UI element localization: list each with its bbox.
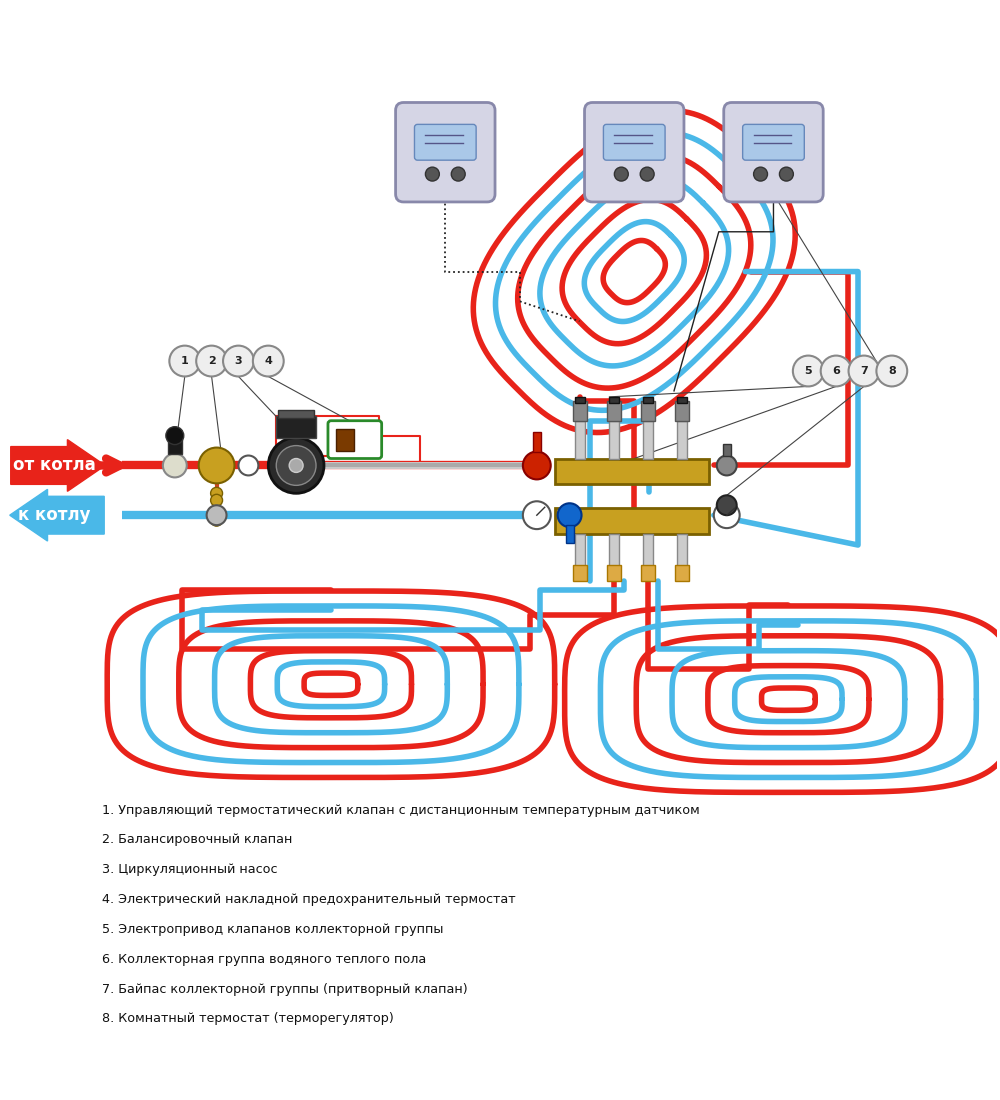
Text: 4. Электрический накладной предохранительный термостат: 4. Электрический накладной предохранител… — [102, 893, 516, 906]
FancyBboxPatch shape — [603, 124, 665, 161]
Text: 4: 4 — [264, 356, 272, 366]
Bar — [609, 397, 619, 403]
FancyBboxPatch shape — [724, 102, 823, 202]
FancyBboxPatch shape — [396, 102, 495, 202]
FancyBboxPatch shape — [743, 124, 804, 161]
Circle shape — [169, 345, 200, 376]
Circle shape — [199, 448, 234, 483]
Bar — [641, 400, 655, 420]
Circle shape — [523, 502, 551, 529]
Circle shape — [238, 455, 258, 475]
Text: 3: 3 — [235, 356, 242, 366]
Text: 5: 5 — [804, 366, 812, 376]
Text: 5. Электропривод клапанов коллекторной группы: 5. Электропривод клапанов коллекторной г… — [102, 923, 444, 936]
FancyArrow shape — [11, 440, 105, 492]
Bar — [643, 535, 653, 566]
Circle shape — [876, 355, 907, 386]
Text: 1. Управляющий термостатический клапан с дистанционным температурным датчиком: 1. Управляющий термостатический клапан с… — [102, 804, 700, 816]
Circle shape — [717, 455, 737, 475]
Circle shape — [289, 459, 303, 472]
FancyBboxPatch shape — [414, 124, 476, 161]
Text: 7: 7 — [860, 366, 868, 376]
Bar — [573, 565, 587, 581]
Text: 2: 2 — [208, 356, 215, 366]
Bar — [278, 410, 314, 418]
Text: от котла: от котла — [13, 456, 96, 474]
Circle shape — [276, 446, 316, 485]
Bar — [609, 420, 619, 459]
Circle shape — [640, 167, 654, 182]
Bar — [575, 535, 585, 566]
Text: к котлу: к котлу — [18, 506, 91, 525]
FancyBboxPatch shape — [585, 102, 684, 202]
Text: 2. Балансировочный клапан: 2. Балансировочный клапан — [102, 834, 293, 846]
Bar — [677, 535, 687, 566]
FancyBboxPatch shape — [328, 420, 382, 459]
Circle shape — [211, 494, 223, 506]
Bar — [643, 420, 653, 459]
Bar — [555, 508, 709, 535]
Circle shape — [779, 167, 793, 182]
Circle shape — [211, 509, 223, 521]
Bar — [575, 420, 585, 459]
Circle shape — [714, 503, 740, 528]
Bar — [573, 400, 587, 420]
Bar — [575, 397, 585, 403]
Circle shape — [223, 345, 254, 376]
Bar — [607, 565, 621, 581]
Circle shape — [211, 514, 223, 526]
Bar — [566, 525, 574, 543]
Bar — [336, 429, 354, 451]
Circle shape — [614, 167, 628, 182]
Bar — [675, 565, 689, 581]
Bar — [641, 565, 655, 581]
Circle shape — [196, 345, 227, 376]
Bar — [607, 400, 621, 420]
FancyArrow shape — [10, 490, 104, 541]
Circle shape — [166, 427, 184, 444]
Text: 7. Байпас коллекторной группы (притворный клапан): 7. Байпас коллекторной группы (притворны… — [102, 982, 468, 996]
Bar — [723, 443, 731, 455]
Bar — [677, 397, 687, 403]
Circle shape — [793, 355, 824, 386]
Circle shape — [211, 487, 223, 499]
Text: 6. Коллекторная группа водяного теплого пола: 6. Коллекторная группа водяного теплого … — [102, 953, 426, 966]
Circle shape — [425, 167, 439, 182]
Circle shape — [253, 345, 284, 376]
Bar — [677, 420, 687, 459]
Circle shape — [558, 504, 582, 527]
Bar — [643, 397, 653, 403]
Text: 8: 8 — [888, 366, 896, 376]
Text: 3. Циркуляционный насос: 3. Циркуляционный насос — [102, 864, 278, 877]
Bar — [609, 535, 619, 566]
Bar — [555, 459, 709, 484]
Text: 1: 1 — [181, 356, 189, 366]
Bar — [168, 436, 182, 453]
Bar — [675, 400, 689, 420]
Circle shape — [207, 505, 227, 525]
Circle shape — [821, 355, 852, 386]
Circle shape — [268, 438, 324, 493]
Circle shape — [523, 452, 551, 480]
Text: 8. Комнатный термостат (терморегулятор): 8. Комнатный термостат (терморегулятор) — [102, 1012, 394, 1025]
Circle shape — [717, 495, 737, 515]
Bar — [533, 431, 541, 452]
Text: 6: 6 — [832, 366, 840, 376]
Circle shape — [754, 167, 768, 182]
Circle shape — [163, 453, 187, 477]
Bar — [276, 416, 316, 438]
Circle shape — [849, 355, 879, 386]
Circle shape — [451, 167, 465, 182]
